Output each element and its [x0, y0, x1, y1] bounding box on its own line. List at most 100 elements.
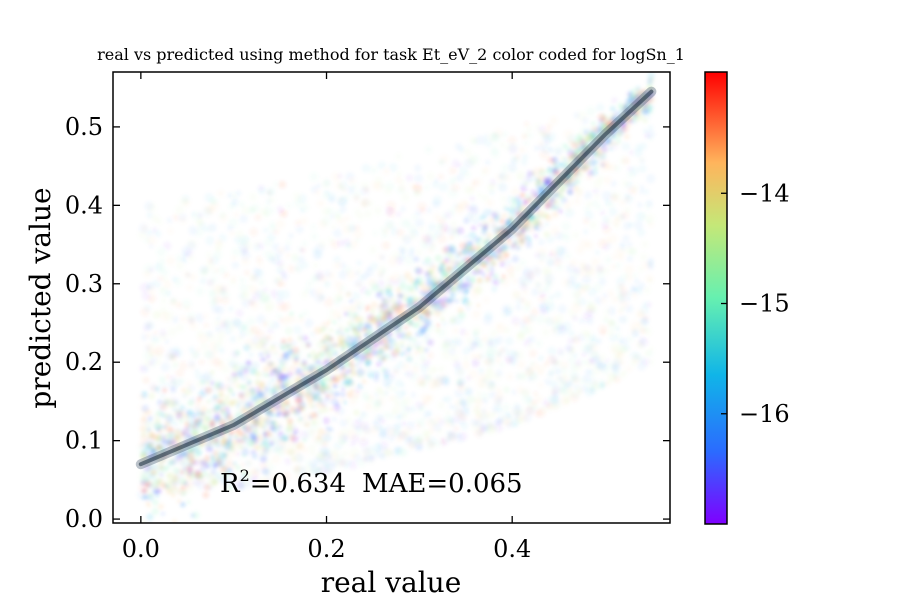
scatter-point: [557, 208, 564, 215]
scatter-point: [409, 371, 419, 382]
scatter-point: [619, 156, 628, 165]
scatter-point: [399, 382, 405, 388]
scatter-point: [579, 238, 589, 249]
scatter-point: [464, 387, 474, 396]
scatter-point: [281, 317, 290, 326]
scatter-point: [466, 375, 472, 381]
scatter-point: [467, 243, 473, 249]
scatter-point: [600, 221, 610, 230]
scatter-point: [609, 105, 616, 113]
scatter-point: [643, 325, 649, 332]
scatter-point: [501, 346, 508, 353]
scatter-point: [226, 192, 233, 199]
scatter-point: [621, 142, 631, 151]
scatter-point: [625, 122, 632, 128]
scatter-point: [248, 298, 256, 306]
scatter-point: [588, 357, 595, 364]
scatter-point: [231, 197, 239, 206]
scatter-point: [215, 284, 225, 294]
scatter-point: [361, 379, 367, 385]
scatter-point: [485, 347, 495, 357]
scatter-point: [610, 342, 620, 352]
scatter-point: [209, 447, 214, 452]
scatter-point: [205, 235, 215, 246]
scatter-point: [415, 401, 424, 410]
scatter-point: [546, 258, 555, 267]
scatter-point: [271, 434, 281, 444]
scatter-point: [166, 478, 173, 486]
scatter-point: [315, 288, 324, 297]
scatter-point: [350, 388, 355, 393]
scatter-point: [411, 214, 418, 221]
scatter-point: [172, 467, 180, 475]
scatter-point: [231, 255, 237, 261]
scatter-point: [630, 284, 637, 291]
scatter-point: [455, 366, 465, 377]
scatter-point: [363, 209, 373, 219]
scatter-point: [171, 275, 179, 284]
scatter-point: [481, 225, 487, 231]
scatter-point: [478, 373, 487, 382]
scatter-point: [301, 240, 308, 247]
scatter-point: [403, 303, 408, 308]
scatter-point: [426, 339, 434, 346]
scatter-point: [178, 419, 184, 424]
scatter-point: [461, 288, 469, 296]
scatter-point: [483, 297, 490, 303]
scatter-point: [404, 255, 415, 266]
scatter-point: [451, 416, 459, 424]
scatter-point: [276, 205, 285, 214]
scatter-point: [624, 264, 634, 275]
scatter-point: [387, 311, 394, 318]
scatter-point: [187, 399, 194, 407]
scatter-point: [611, 296, 619, 304]
scatter-point: [626, 255, 634, 263]
scatter-point: [347, 379, 353, 385]
scatter-point: [334, 410, 340, 416]
scatter-point: [294, 263, 303, 273]
scatter-point: [331, 416, 338, 423]
scatter-point: [631, 272, 638, 279]
scatter-point: [514, 195, 522, 203]
scatter-point: [181, 485, 185, 490]
scatter-point: [570, 335, 579, 343]
scatter-point: [345, 291, 352, 298]
scatter-point: [258, 296, 267, 305]
scatter-point: [348, 177, 356, 185]
scatter-point: [241, 205, 251, 216]
scatter-point: [585, 283, 591, 290]
scatter-point: [466, 155, 477, 166]
scatter-point: [263, 386, 270, 393]
scatter-point: [257, 391, 265, 399]
scatter-point: [554, 290, 562, 299]
scatter-point: [448, 166, 458, 175]
scatter-point: [337, 431, 345, 439]
r2-value: =0.634: [250, 469, 346, 499]
scatter-point: [498, 173, 504, 179]
scatter-point: [315, 243, 325, 254]
scatter-point: [509, 243, 516, 250]
y-tick-label: 0.2: [65, 348, 103, 376]
scatter-point: [236, 383, 242, 390]
scatter-point: [582, 374, 592, 383]
scatter-point: [606, 329, 615, 337]
scatter-point: [553, 146, 563, 156]
scatter-point: [593, 282, 603, 292]
scatter-point: [144, 482, 150, 488]
scatter-point: [515, 296, 523, 305]
scatter-point: [299, 430, 309, 440]
scatter-point: [598, 277, 607, 286]
scatter-point: [458, 146, 466, 154]
scatter-point: [637, 282, 646, 291]
scatter-point: [486, 359, 496, 368]
scatter-point: [269, 221, 276, 228]
scatter-point: [450, 318, 456, 324]
scatter-point: [225, 438, 231, 445]
scatter-point: [394, 413, 402, 421]
scatter-point: [602, 267, 610, 275]
scatter-point: [527, 132, 533, 139]
scatter-point: [387, 427, 397, 437]
scatter-point: [141, 291, 151, 301]
scatter-point: [484, 278, 490, 284]
scatter-point: [424, 145, 433, 154]
